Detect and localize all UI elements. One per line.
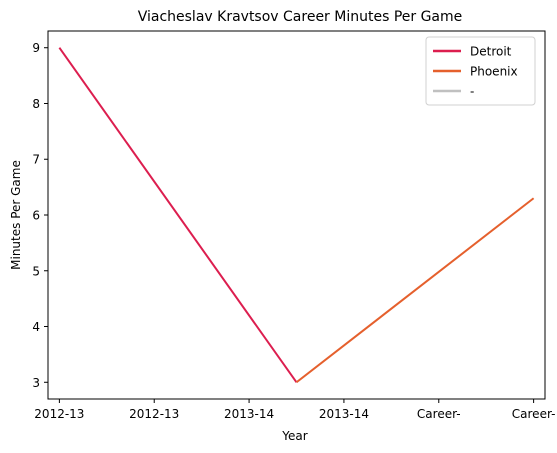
x-tick-label: 2013-14 bbox=[319, 407, 369, 421]
chart-title: Viacheslav Kravtsov Career Minutes Per G… bbox=[138, 9, 463, 25]
plot-area bbox=[58, 47, 535, 384]
y-tick-label: 8 bbox=[32, 97, 40, 111]
y-tick-label: 6 bbox=[32, 209, 40, 223]
y-axis-ticks: 3 4 5 6 7 8 9 bbox=[32, 41, 48, 390]
x-tick-label: Career- bbox=[512, 407, 556, 421]
x-tick-label: 2012-13 bbox=[129, 407, 179, 421]
y-axis-title: Minutes Per Game bbox=[9, 160, 23, 270]
legend-label: Detroit bbox=[470, 45, 512, 59]
series-line-detroit bbox=[58, 47, 298, 383]
x-tick-label: Career- bbox=[417, 407, 461, 421]
series-line-phoenix bbox=[295, 197, 535, 384]
y-tick-label: 3 bbox=[32, 376, 40, 390]
x-axis-title: Year bbox=[281, 429, 307, 443]
y-tick-label: 4 bbox=[32, 320, 40, 334]
x-tick-label: 2012-13 bbox=[34, 407, 84, 421]
y-tick-label: 7 bbox=[32, 153, 40, 167]
legend: Detroit Phoenix - bbox=[425, 36, 536, 106]
legend-box bbox=[425, 36, 536, 106]
legend-label: - bbox=[470, 85, 474, 99]
x-axis-ticks: 2012-13 2012-13 2013-14 2013-14 Career- Caree… bbox=[34, 399, 555, 421]
y-tick-label: 9 bbox=[32, 41, 40, 55]
x-tick-label: 2013-14 bbox=[224, 407, 274, 421]
y-tick-label: 5 bbox=[32, 264, 40, 278]
legend-label: Phoenix bbox=[470, 65, 518, 79]
